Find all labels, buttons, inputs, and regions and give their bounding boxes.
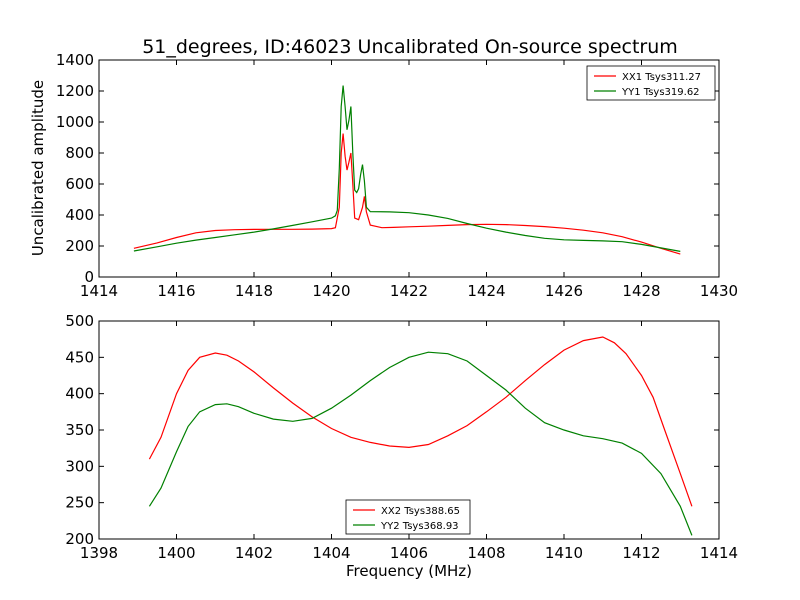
x-tick-label: 1430 — [700, 282, 738, 300]
top-panel: 1414 1416 1418 1420 1422 1424 1426 1428 1430 0 200… — [56, 51, 738, 300]
x-tick-label: 1404 — [312, 544, 350, 562]
x-tick-label: 1410 — [545, 544, 583, 562]
x-tick-label: 1414 — [700, 544, 738, 562]
y-tick-label: 500 — [65, 312, 94, 330]
legend-label: XX1 Tsys311.27 — [622, 72, 701, 83]
y-tick-label: 450 — [65, 348, 94, 366]
x-tick-label: 1422 — [390, 282, 428, 300]
x-tick-label: 1402 — [235, 544, 273, 562]
y-tick-label: 1400 — [56, 51, 94, 69]
x-tick-label: 1406 — [390, 544, 428, 562]
series-line-1 — [133, 133, 681, 255]
y-tick-label: 250 — [65, 494, 94, 512]
x-tick-label: 1416 — [157, 282, 195, 300]
x-axis-title: Frequency (MHz) — [346, 562, 472, 580]
y-tick-label: 200 — [65, 530, 94, 548]
y-axis-title: Uncalibrated amplitude — [29, 80, 47, 256]
chart-title: 51_degrees, ID:46023 Uncalibrated On-sou… — [142, 36, 678, 58]
legend — [586, 65, 716, 101]
legend-label: YY2 Tsys368.93 — [380, 521, 459, 532]
bottom-panel: 1398 1400 1402 1404 1406 1408 1410 1412 1414 200 2… — [65, 312, 738, 562]
y-tick-label: 400 — [65, 206, 94, 224]
series-line-2 — [148, 351, 693, 536]
series-line-2 — [133, 85, 681, 252]
x-tick-label: 1414 — [80, 282, 118, 300]
y-tick-label: 200 — [65, 237, 94, 255]
y-tick-label: 400 — [65, 385, 94, 403]
y-tick-label: 350 — [65, 421, 94, 439]
x-tick-label: 1398 — [80, 544, 118, 562]
legend-label: YY1 Tsys319.62 — [621, 87, 700, 98]
x-tick-label: 1418 — [235, 282, 273, 300]
y-tick-label: 1000 — [56, 113, 94, 131]
legend — [345, 499, 471, 535]
x-tick-label: 1420 — [312, 282, 350, 300]
x-tick-label: 1426 — [545, 282, 583, 300]
x-tick-label: 1408 — [467, 544, 505, 562]
y-tick-label: 0 — [84, 268, 94, 286]
x-tick-label: 1428 — [622, 282, 660, 300]
x-tick-label: 1400 — [157, 544, 195, 562]
y-tick-label: 800 — [65, 144, 94, 162]
legend-label: XX2 Tsys388.65 — [381, 506, 460, 517]
y-tick-label: 1200 — [56, 82, 94, 100]
x-tick-label: 1424 — [467, 282, 505, 300]
y-tick-label: 300 — [65, 457, 94, 475]
series-line-1 — [148, 336, 693, 507]
y-tick-label: 600 — [65, 175, 94, 193]
x-tick-label: 1412 — [622, 544, 660, 562]
